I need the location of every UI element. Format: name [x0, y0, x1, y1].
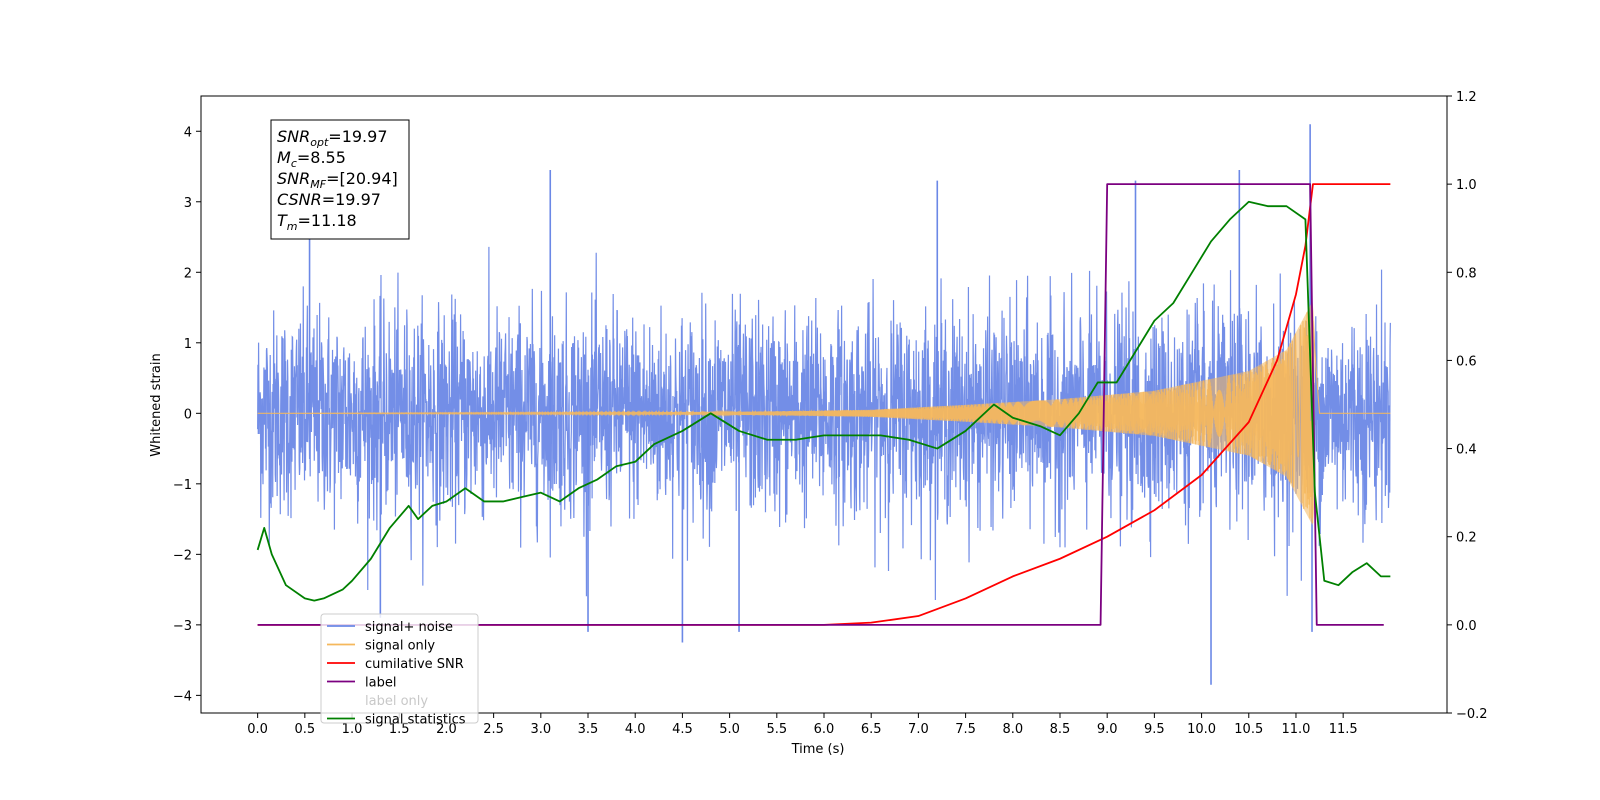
x-tick-label: 10.0	[1187, 722, 1216, 737]
y-axis-label: Whitened strain	[149, 353, 164, 456]
annotation-line: Tm=11.18	[277, 211, 357, 233]
plot-area	[256, 124, 1391, 685]
series-signal-statistics	[256, 200, 1391, 602]
y-tick-label: −2	[173, 548, 192, 563]
x-tick-label: 11.0	[1281, 722, 1310, 737]
x-tick-label: 1.0	[342, 722, 363, 737]
y-tick-label: 4	[184, 125, 192, 140]
y2-tick-label: 0.8	[1456, 266, 1477, 281]
legend: signal+ noise signal only cumilative SNR la…	[320, 613, 479, 728]
y-tick-label: 2	[184, 266, 192, 281]
signal-only-envelope	[824, 301, 1315, 526]
y2-tick-label: −0.2	[1456, 707, 1488, 722]
legend-label: signal statistics	[365, 713, 466, 728]
legend-label: label	[365, 676, 396, 691]
x-tick-label: 10.5	[1234, 722, 1263, 737]
y-tick-label: −1	[173, 478, 192, 493]
y-tick-label: −4	[173, 689, 192, 704]
x-tick-label: 11.5	[1329, 722, 1358, 737]
legend-frame	[320, 613, 479, 724]
x-tick-label: 0.5	[294, 722, 315, 737]
y-tick-label: 0	[184, 407, 192, 422]
x-tick-label: 4.0	[625, 722, 646, 737]
x-tick-label: 2.5	[483, 722, 504, 737]
x-tick-label: 7.0	[908, 722, 929, 737]
y2-tick-label: 0.4	[1456, 443, 1477, 458]
legend-label: signal only	[365, 639, 435, 654]
y2-tick-label: 1.2	[1456, 90, 1477, 105]
x-tick-label: 7.5	[955, 722, 976, 737]
y-axis-left: −4 −3 −2 −1 0 1 2 3 4	[173, 125, 201, 704]
x-tick-label: 1.5	[389, 722, 410, 737]
x-axis-label: Time (s)	[791, 742, 845, 757]
series-cumilative-snr	[257, 183, 1391, 626]
x-tick-label: 4.5	[672, 722, 693, 737]
x-tick-label: 6.5	[861, 722, 882, 737]
legend-label: label only	[365, 694, 428, 709]
y2-tick-label: 0.2	[1456, 531, 1477, 546]
annotation-line: Mc=8.55	[277, 148, 346, 170]
annotation-frame	[270, 119, 410, 240]
x-tick-label: 2.0	[436, 722, 457, 737]
x-tick-label: 0.0	[247, 722, 268, 737]
x-tick-label: 5.0	[719, 722, 740, 737]
annotation-line: SNRopt=19.97	[277, 127, 388, 149]
x-tick-label: 9.5	[1144, 722, 1165, 737]
x-tick-label: 6.0	[814, 722, 835, 737]
annotation-line: CSNR=19.97	[277, 190, 381, 209]
y-tick-label: 3	[184, 196, 192, 211]
x-tick-label: 3.5	[578, 722, 599, 737]
y2-tick-label: 0.6	[1456, 354, 1477, 369]
x-tick-label: 8.5	[1050, 722, 1071, 737]
y2-tick-label: 1.0	[1456, 178, 1477, 193]
x-tick-label: 5.5	[766, 722, 787, 737]
legend-label: cumilative SNR	[365, 657, 464, 672]
y-axis-right: −0.2 0.0 0.2 0.4 0.6 0.8 1.0 1.2	[1447, 90, 1488, 722]
y2-tick-label: 0.0	[1456, 619, 1477, 634]
y-tick-label: 1	[184, 337, 192, 352]
x-tick-label: 8.0	[1002, 722, 1023, 737]
y-tick-label: −3	[173, 619, 192, 634]
annotation-line: SNRMF=[20.94]	[277, 169, 398, 191]
x-axis: 0.0 0.5 1.0 1.5 2.0 2.5 3.0 3.5 4.0 4.5 5.0 5.5 6.0 6…	[247, 713, 1358, 737]
annotation-box: SNRopt=19.97Mc=8.55SNRMF=[20.94]CSNR=19.…	[270, 119, 410, 240]
x-tick-label: 3.0	[530, 722, 551, 737]
x-tick-label: 9.0	[1097, 722, 1118, 737]
series-label	[257, 183, 1384, 626]
legend-label: signal+ noise	[365, 620, 453, 635]
